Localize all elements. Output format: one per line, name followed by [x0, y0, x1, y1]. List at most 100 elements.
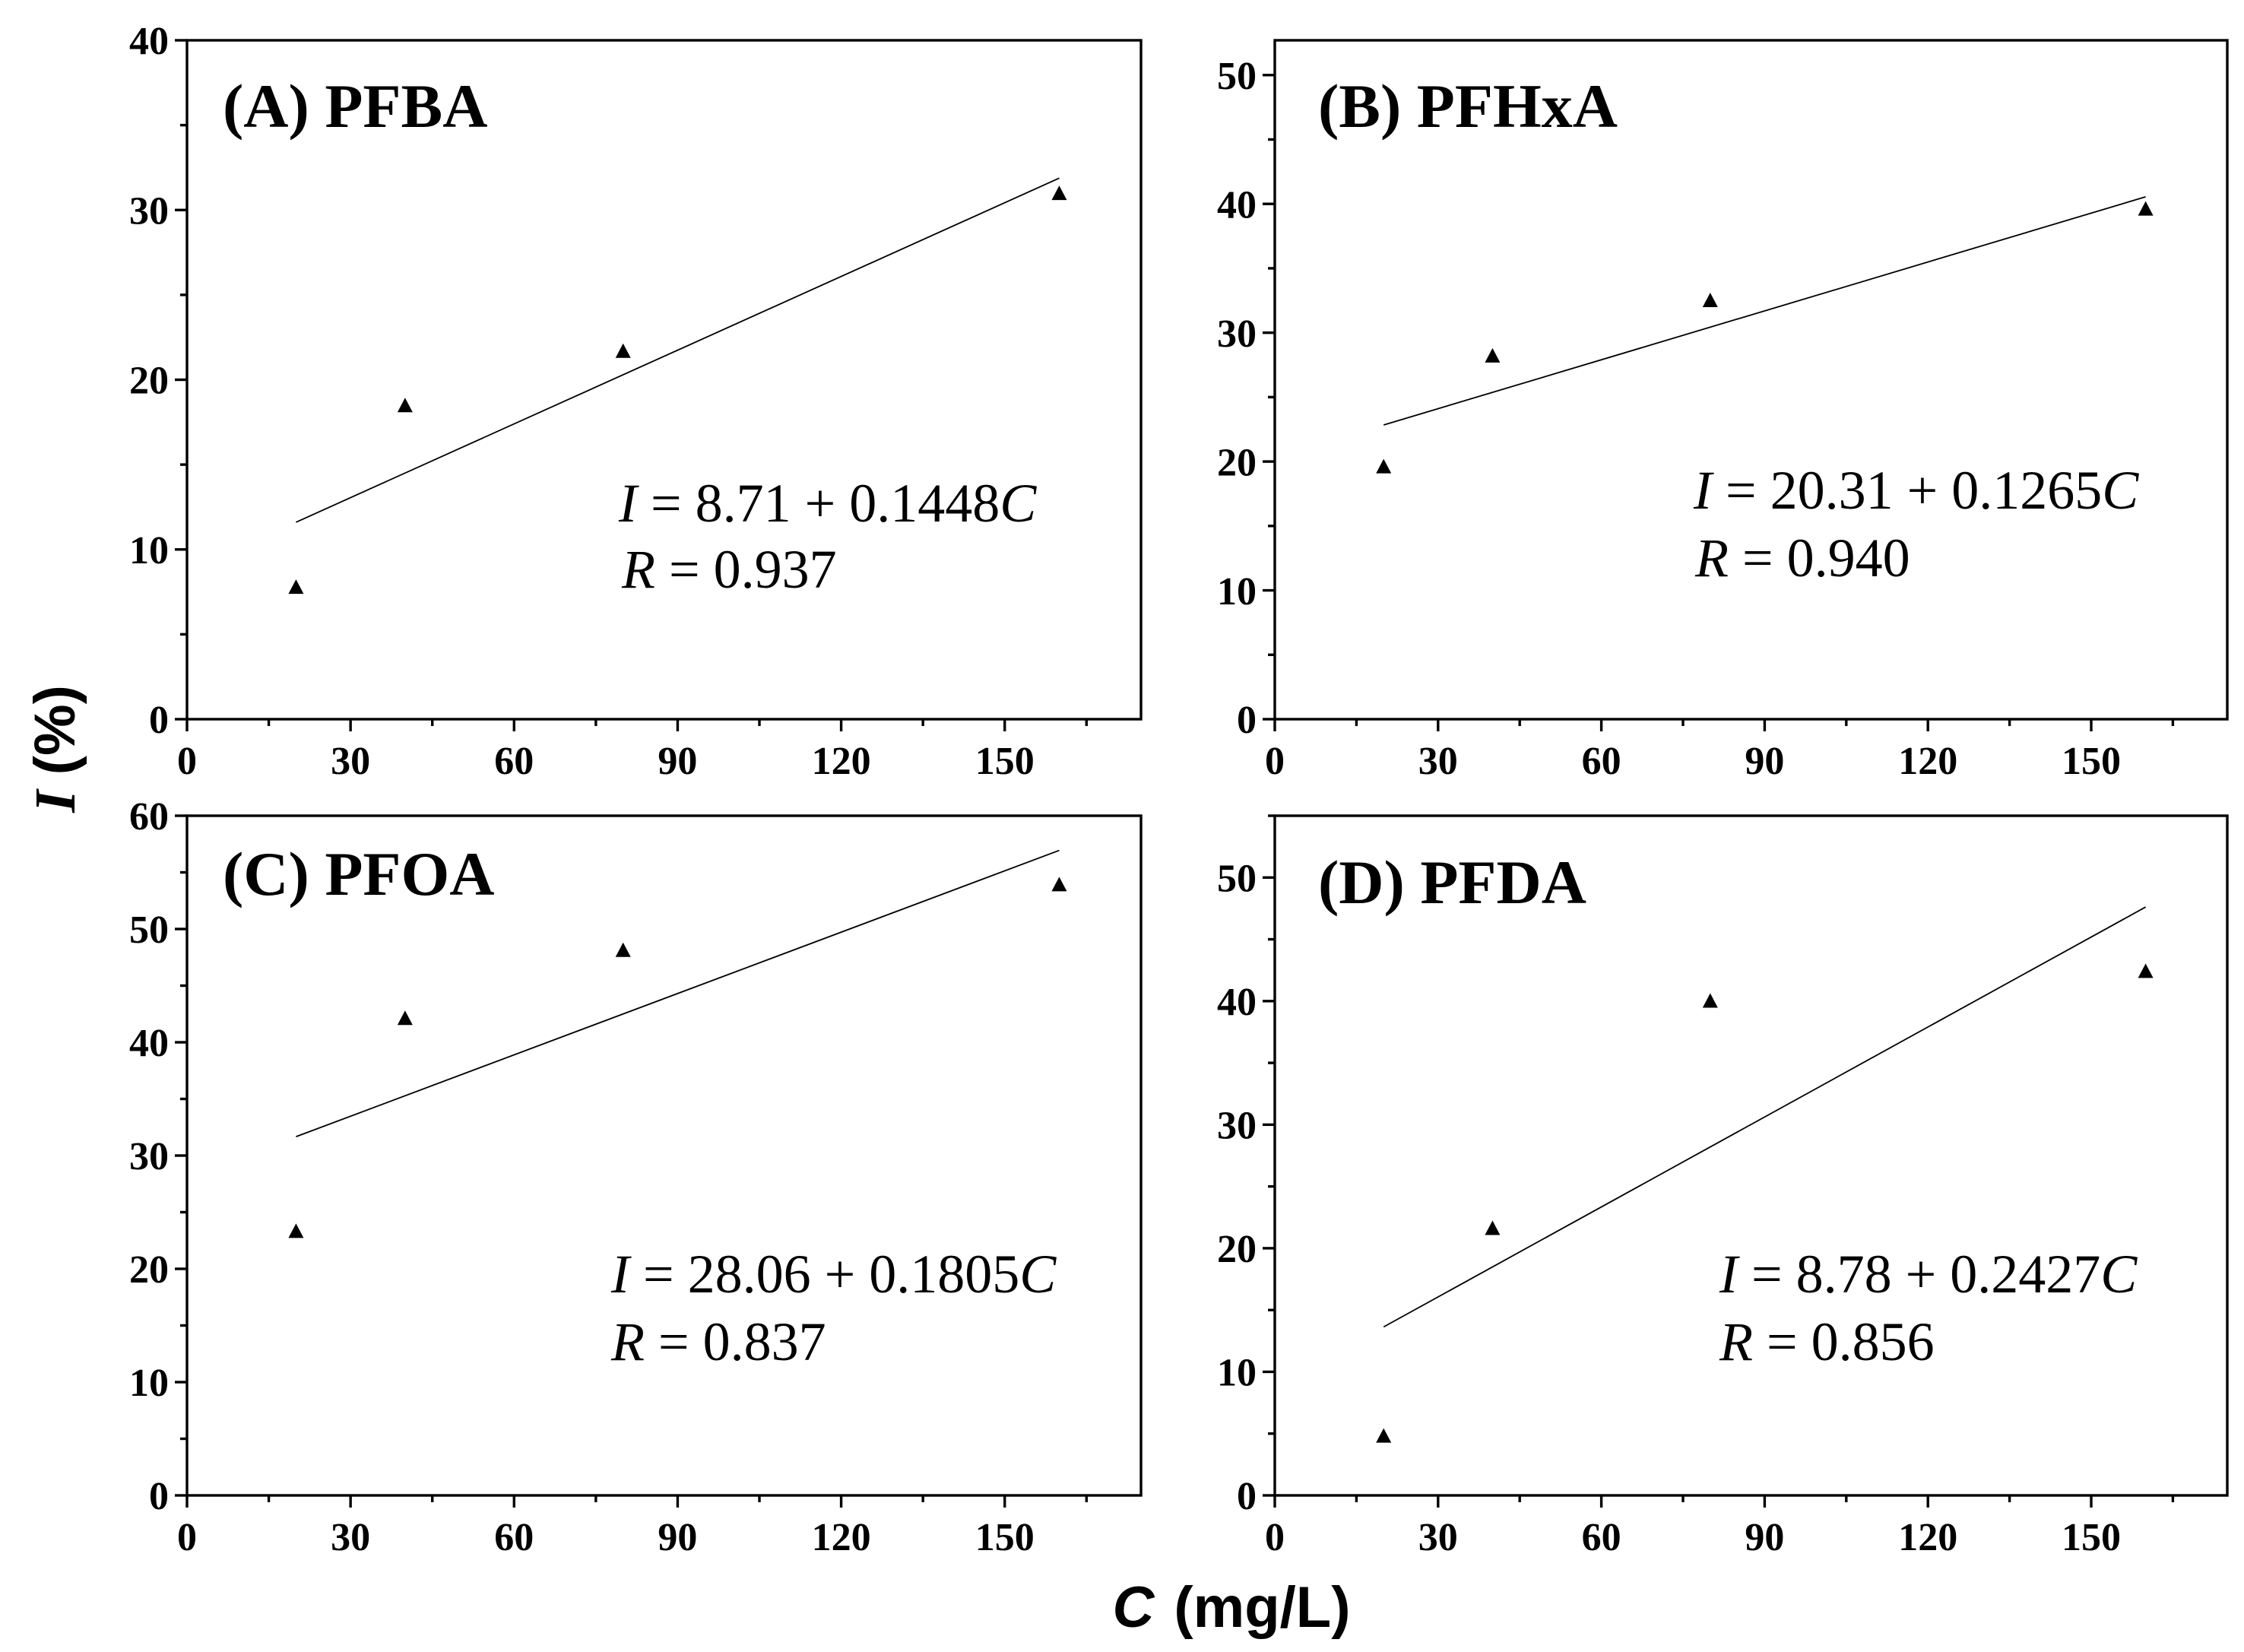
y-tick-label: 50	[129, 908, 169, 952]
y-tick-label: 10	[1217, 1352, 1257, 1395]
y-tick-label: 60	[129, 795, 169, 839]
x-tick-label: 90	[658, 740, 697, 783]
x-axis-label: C (mg/L)	[1112, 1575, 1350, 1640]
x-tick-label: 30	[1418, 1516, 1458, 1559]
data-point-marker	[2138, 201, 2154, 216]
y-tick-label: 30	[1217, 312, 1257, 356]
data-point-marker	[2138, 963, 2154, 978]
equation-variable-i: I	[1719, 1244, 1740, 1305]
plot-frame	[1273, 814, 2229, 1497]
y-tick-label: 40	[1217, 183, 1257, 227]
y-tick-label: 20	[129, 360, 169, 403]
x-tick-label: 90	[1745, 740, 1784, 783]
fit-equation: I = 8.71 + 0.1448C	[618, 473, 1037, 534]
data-point-marker	[288, 579, 304, 595]
x-tick-label: 150	[2062, 740, 2121, 783]
panel-c: 0 30 60 90 120 150 0 10 20 30 40 50 60 (C) PFOA I = 28…	[129, 795, 1143, 1559]
data-point-marker	[1051, 877, 1067, 892]
equation-variable-c: C	[2100, 1244, 2138, 1305]
x-axis-label-unit: (mg/L)	[1174, 1575, 1350, 1640]
y-tick-label: 0	[1237, 699, 1257, 742]
x-tick-label: 0	[1265, 740, 1285, 783]
equation-body: = 20.31 + 0.1265	[1712, 460, 2102, 521]
y-tick-label: 40	[129, 1022, 169, 1065]
correlation-value: = 0.940	[1729, 528, 1910, 588]
x-tick-label: 90	[658, 1516, 697, 1559]
x-tick-label: 150	[975, 1516, 1035, 1559]
x-tick-label: 0	[1265, 1516, 1285, 1559]
x-tick-label: 0	[177, 1516, 197, 1559]
fit-equation: I = 8.78 + 0.2427C	[1719, 1244, 2138, 1305]
plot-frame	[1273, 39, 2229, 721]
x-tick-label: 30	[331, 740, 370, 783]
x-tick-label: 90	[1745, 1516, 1784, 1559]
fit-line	[296, 177, 1060, 523]
data-point-marker	[1376, 1428, 1392, 1443]
y-tick-label: 50	[1217, 55, 1257, 98]
correlation-coefficient: R = 0.856	[1719, 1311, 1935, 1372]
y-axis-label-unit: (%)	[23, 685, 87, 775]
x-tick-label: 150	[2062, 1516, 2121, 1559]
x-tick-label: 60	[1582, 740, 1621, 783]
x-tick-label: 120	[1898, 1516, 1957, 1559]
equation-variable-i: I	[610, 1244, 632, 1305]
x-tick-label: 60	[494, 740, 534, 783]
correlation-coefficient: R = 0.837	[610, 1311, 826, 1372]
x-tick-label: 30	[331, 1516, 370, 1559]
equation-variable-c: C	[2102, 460, 2139, 521]
x-tick-label: 120	[812, 740, 871, 783]
data-point-marker	[1702, 292, 1718, 307]
y-tick-label: 20	[1217, 1228, 1257, 1271]
x-tick-label: 120	[1898, 740, 1957, 783]
y-tick-label: 20	[129, 1248, 169, 1292]
x-tick-label: 60	[1582, 1516, 1621, 1559]
panel-title: (B) PFHxA	[1318, 71, 1618, 141]
panel-b: 0 30 60 90 120 150 0 10 20 30 40 50 (B) PFHxA I = 20.…	[1217, 39, 2229, 783]
y-tick-label: 40	[1217, 981, 1257, 1024]
equation-body: = 8.71 + 0.1448	[637, 473, 1000, 534]
x-tick-label: 150	[975, 740, 1035, 783]
correlation-variable-r: R	[610, 1311, 645, 1372]
data-point-marker	[1051, 185, 1067, 201]
fit-equation: I = 20.31 + 0.1265C	[1693, 460, 2139, 521]
panel-title: (A) PFBA	[223, 71, 487, 141]
data-point-marker	[397, 398, 413, 413]
y-tick-label: 40	[129, 20, 169, 63]
fit-equation: I = 28.06 + 0.1805C	[610, 1244, 1057, 1305]
equation-body: = 8.78 + 0.2427	[1738, 1244, 2100, 1305]
y-tick-label: 10	[1217, 570, 1257, 614]
panel-d: 0 30 60 90 120 150 0 10 20 30 40 50 (D) PFDA I = 8.78…	[1217, 814, 2229, 1559]
correlation-coefficient: R = 0.937	[621, 539, 837, 600]
data-point-marker	[397, 1010, 413, 1026]
equation-variable-c: C	[1019, 1244, 1057, 1305]
y-tick-label: 0	[1237, 1475, 1257, 1518]
data-point-marker	[615, 942, 631, 957]
fit-line	[296, 849, 1060, 1137]
panel-title: (D) PFDA	[1318, 848, 1586, 917]
y-tick-label: 50	[1217, 857, 1257, 900]
equation-variable-i: I	[1693, 460, 1714, 521]
y-tick-label: 10	[129, 1362, 169, 1405]
equation-variable-i: I	[618, 473, 639, 534]
data-point-marker	[1376, 458, 1392, 474]
correlation-value: = 0.856	[1753, 1311, 1935, 1372]
data-point-marker	[1485, 347, 1501, 363]
correlation-coefficient: R = 0.940	[1694, 528, 1910, 588]
y-tick-label: 30	[1217, 1105, 1257, 1148]
fit-line	[1383, 906, 2147, 1328]
y-tick-label: 0	[149, 699, 169, 742]
equation-body: = 28.06 + 0.1805	[629, 1244, 1019, 1305]
data-point-marker	[288, 1223, 304, 1238]
y-tick-label: 20	[1217, 441, 1257, 484]
data-point-marker	[1702, 993, 1718, 1008]
panel-title: (C) PFOA	[223, 839, 495, 908]
panel-a: 0 30 60 90 120 150 0 10 20 30 40 (A) PFBA I = 8.71 +…	[129, 20, 1143, 783]
y-axis-label: I (%)	[23, 685, 87, 813]
correlation-value: = 0.937	[655, 539, 837, 600]
x-tick-label: 120	[812, 1516, 871, 1559]
y-tick-label: 10	[129, 529, 169, 572]
y-tick-label: 30	[129, 1135, 169, 1178]
correlation-variable-r: R	[621, 539, 655, 600]
